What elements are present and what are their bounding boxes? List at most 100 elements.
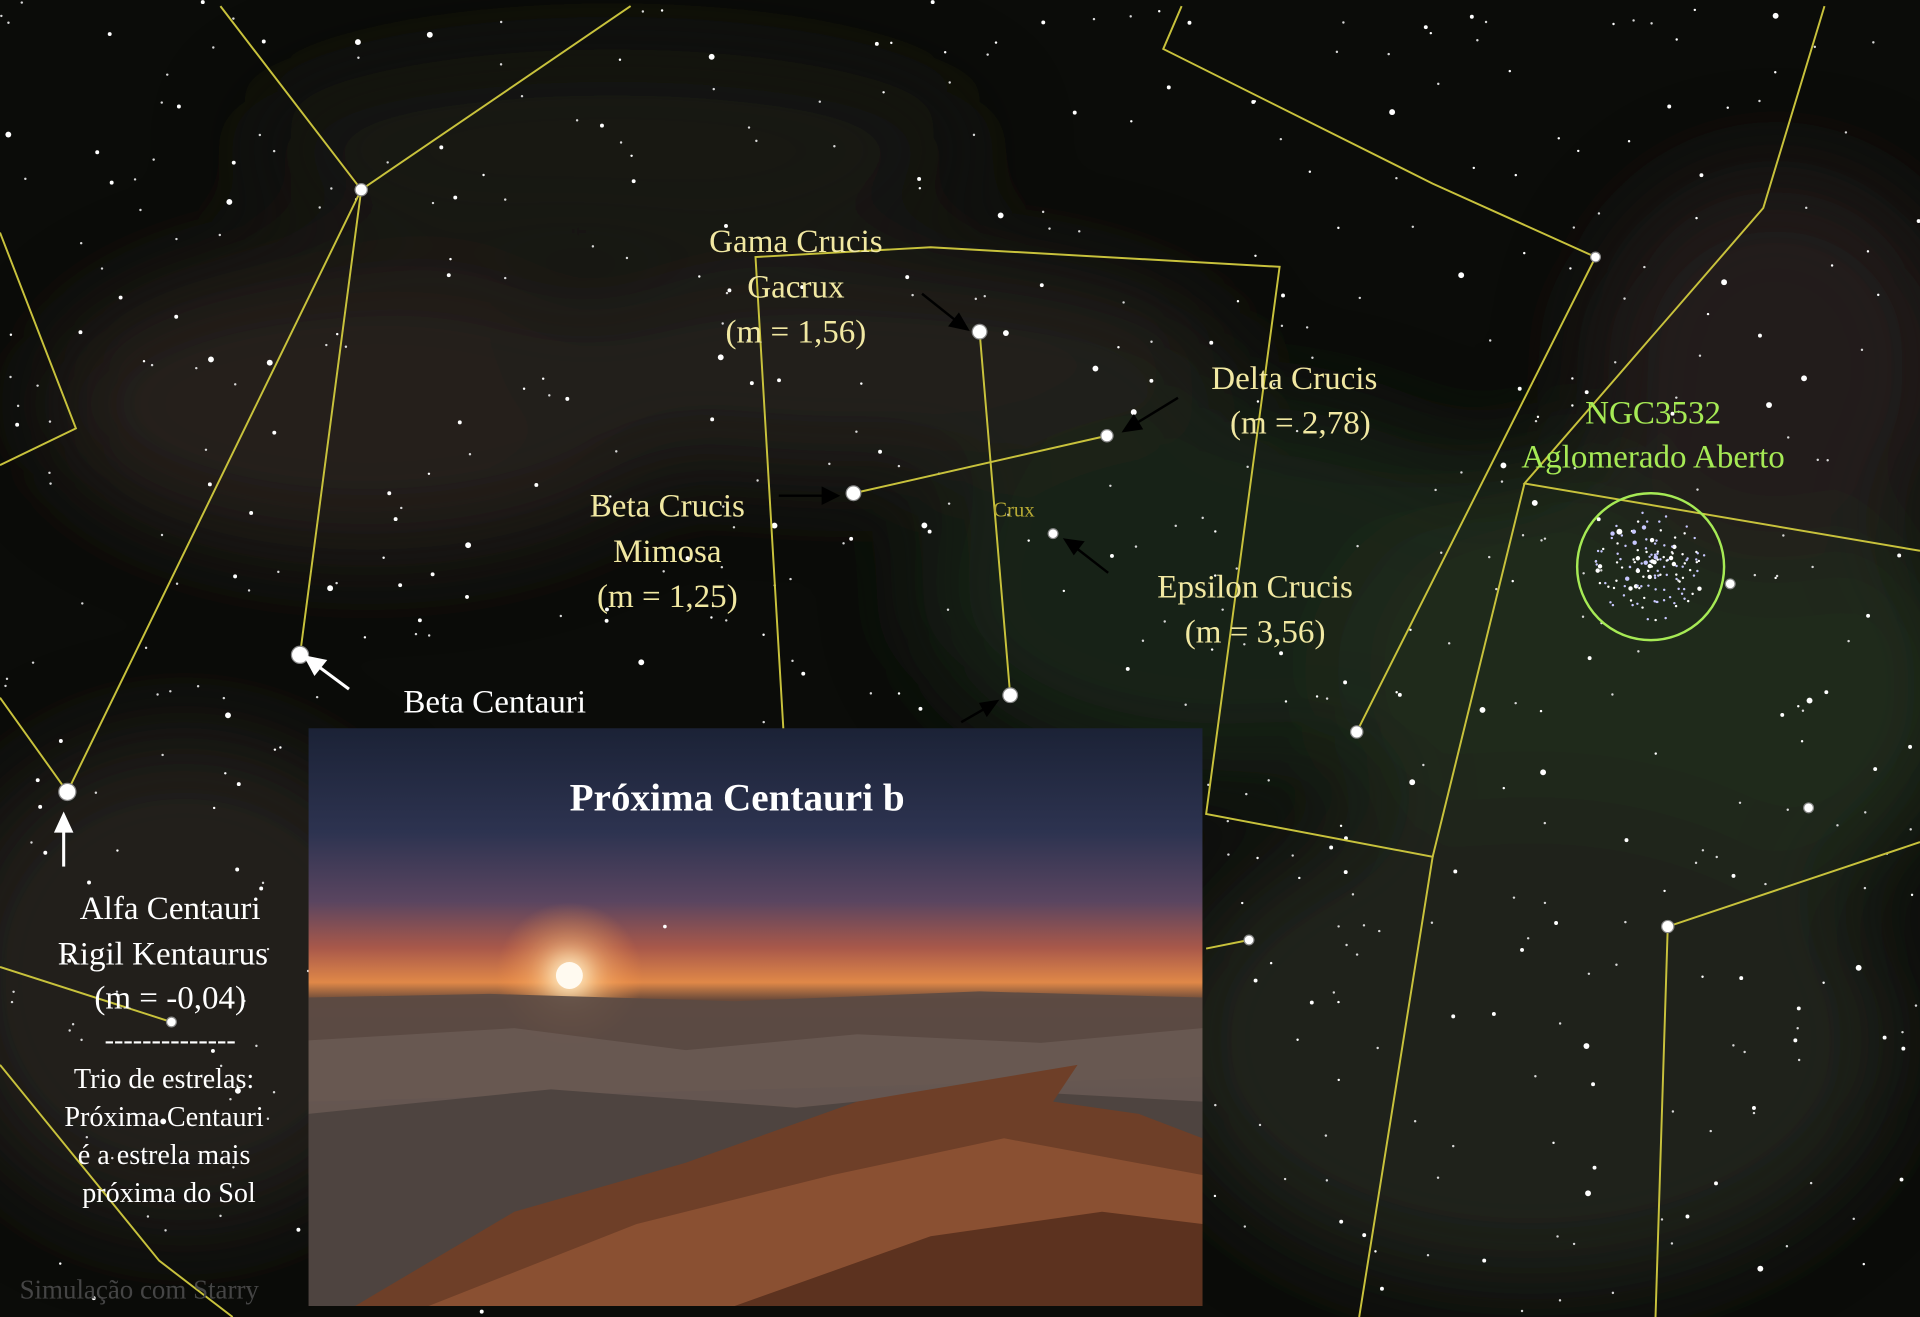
star xyxy=(0,15,2,17)
star xyxy=(1588,656,1592,660)
star xyxy=(560,615,562,617)
star xyxy=(1492,1012,1496,1016)
star xyxy=(878,450,882,454)
star xyxy=(1675,578,1677,580)
star xyxy=(428,473,430,475)
star xyxy=(721,322,723,324)
star xyxy=(1883,1036,1887,1040)
star xyxy=(1629,566,1631,568)
note: Trio de estrelas: xyxy=(74,1064,254,1095)
star xyxy=(1337,227,1339,229)
star xyxy=(1654,577,1656,579)
star xyxy=(432,202,434,204)
star xyxy=(1675,38,1677,40)
star xyxy=(1336,51,1338,53)
star xyxy=(921,523,927,529)
star xyxy=(1652,560,1656,564)
star xyxy=(998,212,1004,218)
star xyxy=(1628,586,1632,590)
star xyxy=(1342,21,1344,23)
star xyxy=(1607,586,1609,588)
star xyxy=(1796,1027,1798,1029)
star xyxy=(1270,962,1272,964)
star xyxy=(1727,106,1729,108)
star xyxy=(661,9,663,11)
star xyxy=(1309,171,1311,173)
star xyxy=(458,420,462,424)
star xyxy=(1573,226,1575,228)
star xyxy=(1801,375,1807,381)
star xyxy=(504,277,506,279)
star xyxy=(1535,420,1537,422)
star xyxy=(1628,140,1630,142)
star xyxy=(1693,574,1695,576)
star xyxy=(1333,991,1335,993)
star xyxy=(500,21,502,23)
star xyxy=(1582,572,1584,574)
star xyxy=(748,126,750,128)
star-name: Alfa Centauri xyxy=(80,891,261,927)
star xyxy=(1598,564,1602,568)
star xyxy=(833,145,835,147)
star xyxy=(364,636,366,638)
star xyxy=(1648,564,1652,568)
star xyxy=(1616,542,1618,544)
star xyxy=(1625,838,1629,842)
star xyxy=(1683,598,1685,600)
star xyxy=(947,609,949,611)
star xyxy=(1766,402,1772,408)
star xyxy=(1588,973,1590,975)
star xyxy=(1641,606,1643,608)
star xyxy=(1801,740,1803,742)
star xyxy=(620,141,622,143)
star xyxy=(1693,537,1695,539)
star xyxy=(1514,702,1516,704)
star xyxy=(1363,924,1365,926)
star xyxy=(219,234,221,236)
star xyxy=(1522,534,1524,536)
star xyxy=(855,430,857,432)
star xyxy=(1520,948,1524,952)
star xyxy=(1654,574,1656,576)
star xyxy=(1856,965,1862,971)
star xyxy=(400,507,402,509)
star xyxy=(1683,532,1685,534)
star xyxy=(1281,294,1285,298)
star xyxy=(1695,862,1697,864)
star xyxy=(1279,651,1283,655)
star xyxy=(208,482,212,486)
star xyxy=(1311,357,1313,359)
star xyxy=(1214,530,1216,532)
star xyxy=(1872,41,1874,43)
star xyxy=(828,463,830,465)
star xyxy=(1797,705,1799,707)
star xyxy=(1867,250,1869,252)
star xyxy=(1654,542,1656,544)
star xyxy=(1326,697,1328,699)
star xyxy=(1915,1004,1917,1006)
star xyxy=(1414,1120,1416,1122)
star xyxy=(1847,640,1849,642)
star xyxy=(1663,589,1665,591)
star xyxy=(108,32,112,36)
star xyxy=(548,394,550,396)
star xyxy=(1591,1082,1595,1086)
star xyxy=(718,354,724,360)
star xyxy=(1338,1079,1340,1081)
star xyxy=(542,377,544,379)
star xyxy=(1623,297,1625,299)
star xyxy=(1658,520,1660,522)
sun xyxy=(556,962,583,989)
star xyxy=(415,633,417,635)
star xyxy=(733,526,735,528)
star xyxy=(1470,15,1474,19)
star xyxy=(1624,921,1626,923)
star xyxy=(1573,1243,1575,1245)
star xyxy=(1556,1235,1558,1237)
star xyxy=(1451,1014,1455,1018)
star xyxy=(1624,545,1626,547)
star xyxy=(1787,436,1789,438)
star xyxy=(1774,71,1776,73)
star xyxy=(1671,1242,1673,1244)
star xyxy=(1359,297,1361,299)
